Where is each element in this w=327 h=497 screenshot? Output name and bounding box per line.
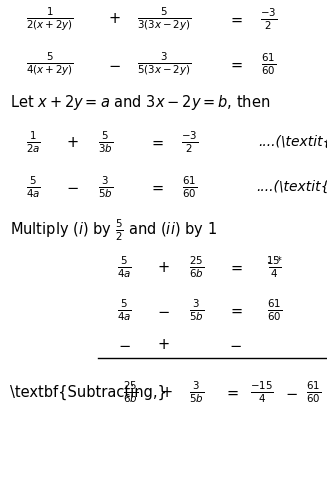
Text: $\frac{25}{6b}$: $\frac{25}{6b}$ <box>189 254 204 280</box>
Text: $=$: $=$ <box>149 179 165 194</box>
Text: $\frac{5}{3(3x-2y)}$: $\frac{5}{3(3x-2y)}$ <box>137 5 192 32</box>
Text: $-$: $-$ <box>157 303 170 318</box>
Text: ....(\textit{ii}): ....(\textit{ii}) <box>256 180 327 194</box>
Text: $=$: $=$ <box>228 57 243 72</box>
Text: $\frac{61}{60}$: $\frac{61}{60}$ <box>306 380 321 406</box>
Text: $=$: $=$ <box>228 303 243 318</box>
Text: $\frac{5}{4a}$: $\frac{5}{4a}$ <box>117 298 132 324</box>
Text: ....(\textit{i}): ....(\textit{i}) <box>258 135 327 149</box>
Text: $\frac{1}{2a}$: $\frac{1}{2a}$ <box>26 129 41 155</box>
Text: $+$: $+$ <box>157 337 170 352</box>
Text: $=$: $=$ <box>228 11 243 26</box>
Text: $-$: $-$ <box>118 337 130 352</box>
Text: $\frac{25}{6b}$: $\frac{25}{6b}$ <box>123 380 138 406</box>
Text: $+$: $+$ <box>108 11 121 26</box>
Text: Multiply $(i)$ by $\frac{5}{2}$ and $(ii)$ by 1: Multiply $(i)$ by $\frac{5}{2}$ and $(ii… <box>10 217 217 243</box>
Text: $+$: $+$ <box>157 260 170 275</box>
Text: $-$: $-$ <box>285 385 297 400</box>
Text: $=$: $=$ <box>224 385 240 400</box>
Text: $\frac{3}{5b}$: $\frac{3}{5b}$ <box>189 298 204 324</box>
Text: $*$: $*$ <box>276 254 283 264</box>
Text: $+$: $+$ <box>161 385 173 400</box>
Text: $\frac{5}{4a}$: $\frac{5}{4a}$ <box>117 254 132 280</box>
Text: $-$: $-$ <box>108 57 121 72</box>
Text: $\frac{3}{5(3x-2y)}$: $\frac{3}{5(3x-2y)}$ <box>137 51 192 78</box>
Text: $\frac{-15}{4}$: $\frac{-15}{4}$ <box>250 380 273 406</box>
Text: $\frac{\bar{}\!15}{4}$: $\frac{\bar{}\!15}{4}$ <box>267 254 282 280</box>
Text: $\frac{5}{4(x+2y)}$: $\frac{5}{4(x+2y)}$ <box>26 51 74 78</box>
Text: \textbf{Subtracting,}: \textbf{Subtracting,} <box>10 385 167 400</box>
Text: $-$: $-$ <box>229 337 242 352</box>
Text: $\frac{5}{3b}$: $\frac{5}{3b}$ <box>98 129 113 155</box>
Text: $\frac{61}{60}$: $\frac{61}{60}$ <box>261 52 276 78</box>
Text: $\frac{61}{60}$: $\frac{61}{60}$ <box>182 174 197 200</box>
Text: Let $x+2y=a$ and $3x-2y=b$, then: Let $x+2y=a$ and $3x-2y=b$, then <box>10 93 270 112</box>
Text: $=$: $=$ <box>149 135 165 150</box>
Text: $\frac{1}{2(x+2y)}$: $\frac{1}{2(x+2y)}$ <box>26 5 74 32</box>
Text: $\frac{3}{5b}$: $\frac{3}{5b}$ <box>189 380 204 406</box>
Text: $\frac{61}{60}$: $\frac{61}{60}$ <box>267 298 282 324</box>
Text: $-$: $-$ <box>66 179 78 194</box>
Text: $=$: $=$ <box>228 260 243 275</box>
Text: $\frac{-3}{2}$: $\frac{-3}{2}$ <box>181 129 198 155</box>
Text: $+$: $+$ <box>66 135 78 150</box>
Text: $\frac{5}{4a}$: $\frac{5}{4a}$ <box>26 174 41 200</box>
Text: $\frac{-3}{2}$: $\frac{-3}{2}$ <box>260 6 277 32</box>
Text: $\frac{3}{5b}$: $\frac{3}{5b}$ <box>98 174 113 200</box>
